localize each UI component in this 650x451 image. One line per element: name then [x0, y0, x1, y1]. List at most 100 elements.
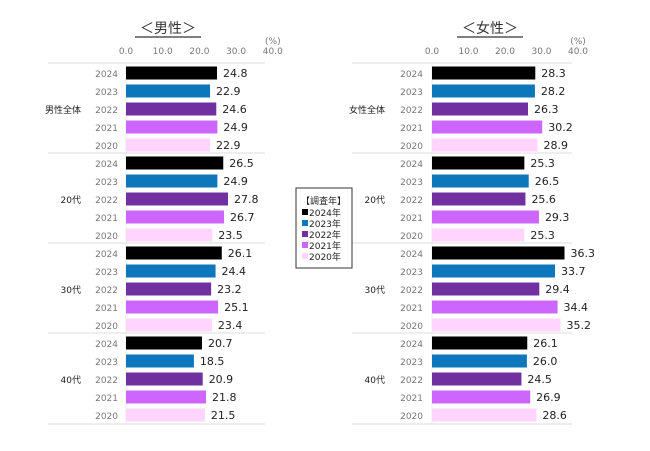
- legend-entry: 2023年: [309, 218, 341, 230]
- legend-entry: 2021年: [309, 240, 341, 252]
- bar: [126, 156, 224, 170]
- year-label: 2024: [400, 160, 423, 170]
- year-label: 2023: [95, 88, 118, 98]
- year-label: 2023: [400, 178, 423, 188]
- axis-tick-label: 40.0: [568, 47, 588, 57]
- data-label: 25.6: [531, 193, 556, 206]
- legend-swatch: [302, 231, 308, 237]
- bar: [432, 336, 528, 350]
- data-label: 25.3: [530, 157, 555, 170]
- year-label: 2023: [400, 358, 423, 368]
- year-label: 2021: [400, 304, 423, 314]
- data-label: 20.9: [209, 373, 234, 386]
- panel-title: ＜男性＞: [140, 21, 196, 37]
- year-label: 2021: [95, 304, 118, 314]
- axis-tick-label: 30.0: [226, 47, 246, 57]
- group-label: 男性全体: [45, 104, 81, 116]
- year-label: 2024: [400, 70, 423, 80]
- data-label: 21.8: [212, 391, 237, 404]
- year-label: 2021: [95, 214, 118, 224]
- bar: [432, 66, 536, 80]
- axis-tick-label: 20.0: [495, 47, 515, 57]
- bar: [126, 174, 218, 188]
- bar: [432, 84, 535, 98]
- axis-tick-label: 0.0: [119, 47, 134, 57]
- year-label: 2022: [95, 376, 118, 386]
- bar: [432, 192, 526, 206]
- data-label: 23.2: [217, 283, 242, 296]
- bar: [432, 156, 525, 170]
- data-label: 18.5: [200, 355, 225, 368]
- bar: [126, 336, 202, 350]
- year-label: 2024: [95, 340, 118, 350]
- group-label: 女性全体: [349, 104, 385, 116]
- data-label: 28.9: [543, 139, 568, 152]
- data-label: 25.1: [224, 301, 249, 314]
- data-label: 22.9: [216, 85, 241, 98]
- bar: [126, 192, 229, 206]
- data-label: 26.1: [533, 337, 558, 350]
- data-label: 24.8: [223, 67, 248, 80]
- bar: [126, 354, 194, 368]
- year-label: 2020: [400, 412, 423, 422]
- group-label: 40代: [61, 375, 81, 386]
- data-label: 25.3: [530, 229, 555, 242]
- data-label: 33.7: [561, 265, 586, 278]
- year-label: 2022: [400, 196, 423, 206]
- bar: [126, 228, 213, 242]
- bar: [432, 390, 531, 404]
- bar: [432, 372, 522, 386]
- year-label: 2022: [95, 286, 118, 296]
- year-label: 2020: [400, 322, 423, 332]
- year-label: 2022: [400, 376, 423, 386]
- data-label: 22.9: [216, 139, 241, 152]
- data-label: 35.2: [566, 319, 591, 332]
- data-label: 24.9: [223, 175, 248, 188]
- bar: [432, 354, 527, 368]
- group-label: 30代: [365, 285, 385, 296]
- year-label: 2023: [95, 178, 118, 188]
- legend-entry: 2024年: [309, 207, 341, 219]
- bar: [126, 390, 207, 404]
- data-label: 28.6: [542, 409, 567, 422]
- axis-tick-label: 30.0: [531, 47, 551, 57]
- bar: [126, 84, 211, 98]
- data-label: 24.9: [223, 121, 248, 134]
- year-label: 2024: [95, 70, 118, 80]
- year-label: 2023: [400, 88, 423, 98]
- bar: [432, 282, 540, 296]
- data-label: 26.0: [533, 355, 558, 368]
- legend-swatch: [302, 209, 308, 215]
- data-label: 24.4: [222, 265, 247, 278]
- data-label: 24.6: [222, 103, 247, 116]
- year-label: 2024: [95, 160, 118, 170]
- bar: [432, 300, 558, 314]
- data-label: 21.5: [211, 409, 236, 422]
- bar: [432, 102, 528, 116]
- axis-tick-label: 0.0: [425, 47, 440, 57]
- bar: [126, 318, 212, 332]
- data-label: 26.5: [229, 157, 254, 170]
- year-label: 2021: [95, 124, 118, 134]
- data-label: 26.9: [536, 391, 561, 404]
- bar: [126, 102, 217, 116]
- bar: [126, 138, 211, 152]
- data-label: 29.3: [545, 211, 570, 224]
- year-label: 2022: [400, 106, 423, 116]
- bar: [126, 210, 224, 224]
- group-label: 20代: [61, 195, 81, 206]
- year-label: 2020: [95, 232, 118, 242]
- bar: [432, 408, 537, 422]
- year-label: 2021: [400, 124, 423, 134]
- year-label: 2024: [400, 340, 423, 350]
- year-label: 2022: [95, 106, 118, 116]
- year-label: 2023: [95, 358, 118, 368]
- data-label: 28.2: [541, 85, 566, 98]
- year-label: 2020: [95, 412, 118, 422]
- axis-tick-label: 20.0: [189, 47, 209, 57]
- bar: [432, 318, 561, 332]
- bar: [432, 210, 539, 224]
- bar: [126, 264, 216, 278]
- data-label: 27.8: [234, 193, 259, 206]
- bar: [126, 66, 218, 80]
